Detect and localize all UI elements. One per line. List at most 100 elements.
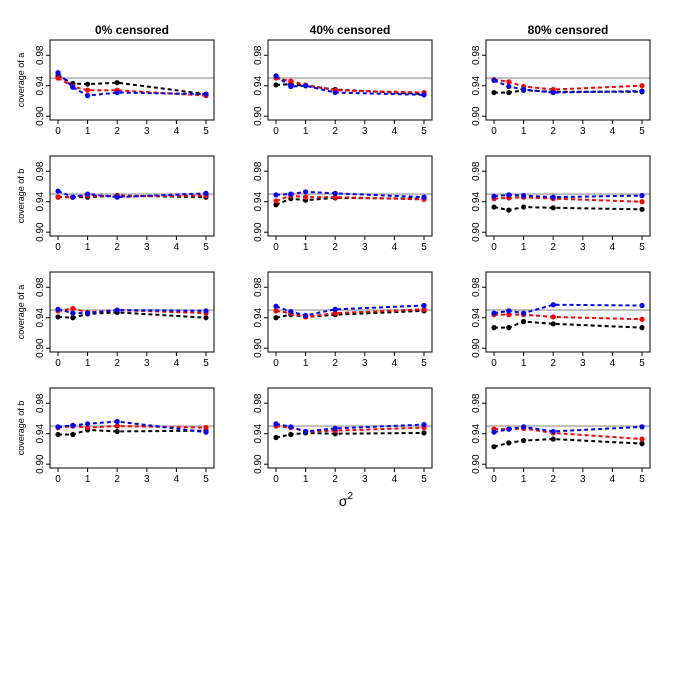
y-tick-label: 0.98 <box>35 45 46 65</box>
data-point <box>521 318 527 325</box>
data-point <box>421 421 427 428</box>
y-tick-label: 0.90 <box>253 106 264 126</box>
data-point <box>332 310 338 316</box>
x-tick-label: 5 <box>203 242 209 253</box>
x-axis-label: σ2 <box>339 491 354 509</box>
x-tick-label: 4 <box>392 242 398 253</box>
data-point <box>70 310 76 316</box>
x-tick-label: 2 <box>550 474 556 485</box>
x-tick-label: 3 <box>580 242 586 253</box>
column-title: 80% censored <box>528 23 609 37</box>
data-point <box>550 321 556 327</box>
x-tick-label: 5 <box>639 242 645 253</box>
plot-frame <box>267 39 433 121</box>
data-point <box>639 441 645 447</box>
x-tick-label: 2 <box>550 358 556 369</box>
data-point <box>273 198 279 204</box>
x-tick-label: 5 <box>421 242 427 253</box>
data-point <box>550 205 556 211</box>
series-line <box>494 320 643 329</box>
x-tick-label: 5 <box>203 358 209 369</box>
x-tick-label: 4 <box>392 126 398 137</box>
x-tick-label: 4 <box>392 358 398 369</box>
y-tick-label: 0.90 <box>471 222 482 242</box>
data-point <box>273 202 279 208</box>
data-point <box>303 83 309 89</box>
plot-frame <box>267 271 433 353</box>
x-tick-label: 0 <box>491 358 497 369</box>
data-point <box>55 306 61 312</box>
data-point <box>521 193 527 199</box>
data-point <box>550 89 556 96</box>
data-point <box>114 418 120 425</box>
x-tick-label: 2 <box>332 242 338 253</box>
x-tick-label: 1 <box>521 474 527 485</box>
panel-2-2: 0 1 2 3 4 5 0.90 0.94 0.98 <box>471 271 651 369</box>
x-tick-label: 5 <box>639 358 645 369</box>
data-point <box>639 199 645 205</box>
x-tick-label: 1 <box>85 242 91 253</box>
data-point <box>288 424 294 430</box>
x-tick-label: 5 <box>421 358 427 369</box>
series-line <box>493 206 643 212</box>
series-line <box>275 74 425 96</box>
panel-0-0: 0 1 2 3 4 5 0.90 0.94 0.98 <box>35 39 215 137</box>
data-point <box>55 194 61 200</box>
x-tick-label: 4 <box>174 474 180 485</box>
data-point <box>70 194 76 200</box>
panel-0-1: 0 1 2 3 4 5 0.90 0.94 0.98 <box>253 39 433 137</box>
y-tick-label: 0.98 <box>35 393 46 413</box>
data-point <box>273 434 279 441</box>
data-point <box>332 89 338 96</box>
x-tick-label: 0 <box>55 126 61 137</box>
data-point <box>639 424 645 430</box>
x-tick-label: 1 <box>303 358 309 369</box>
data-point <box>303 428 309 435</box>
plot-frame <box>267 155 433 237</box>
x-tick-label: 2 <box>332 474 338 485</box>
data-point <box>203 315 209 321</box>
x-tick-label: 5 <box>639 474 645 485</box>
data-point <box>70 305 76 312</box>
x-tick-label: 2 <box>550 126 556 137</box>
x-tick-label: 0 <box>273 242 279 253</box>
x-tick-label: 5 <box>421 126 427 137</box>
data-point <box>506 440 512 446</box>
y-tick-label: 0.94 <box>471 76 482 96</box>
x-tick-label: 4 <box>610 242 616 253</box>
x-tick-label: 2 <box>114 242 120 253</box>
data-point <box>550 428 556 435</box>
x-tick-label: 4 <box>610 474 616 485</box>
data-point <box>639 325 645 331</box>
plot-frame <box>49 39 215 121</box>
x-tick-label: 0 <box>491 126 497 137</box>
panel-1-0: 0 1 2 3 4 5 0.90 0.94 0.98 <box>35 155 215 253</box>
y-tick-label: 0.98 <box>471 393 482 413</box>
data-point <box>491 193 497 199</box>
x-tick-label: 0 <box>273 474 279 485</box>
data-point <box>491 444 497 450</box>
row-ylabel: coverage of b <box>16 401 26 456</box>
data-point <box>506 312 512 318</box>
x-tick-label: 3 <box>144 474 150 485</box>
data-point <box>491 310 497 316</box>
x-axis-label-base: σ <box>339 493 348 509</box>
data-point <box>639 83 645 89</box>
data-point <box>85 421 91 427</box>
x-tick-label: 0 <box>273 358 279 369</box>
panel-2-1: 0 1 2 3 4 5 0.90 0.94 0.98 <box>253 271 433 369</box>
data-point <box>521 310 527 316</box>
y-tick-label: 0.98 <box>35 277 46 297</box>
data-point <box>506 79 512 85</box>
y-tick-label: 0.90 <box>35 106 46 126</box>
x-tick-label: 0 <box>55 474 61 485</box>
data-point <box>85 425 91 431</box>
y-tick-label: 0.94 <box>35 424 46 444</box>
x-tick-label: 4 <box>610 358 616 369</box>
data-point <box>521 86 527 93</box>
data-point <box>332 425 338 431</box>
data-point <box>491 89 497 96</box>
data-point <box>85 87 91 93</box>
data-point <box>273 308 279 314</box>
series-line <box>58 428 207 436</box>
